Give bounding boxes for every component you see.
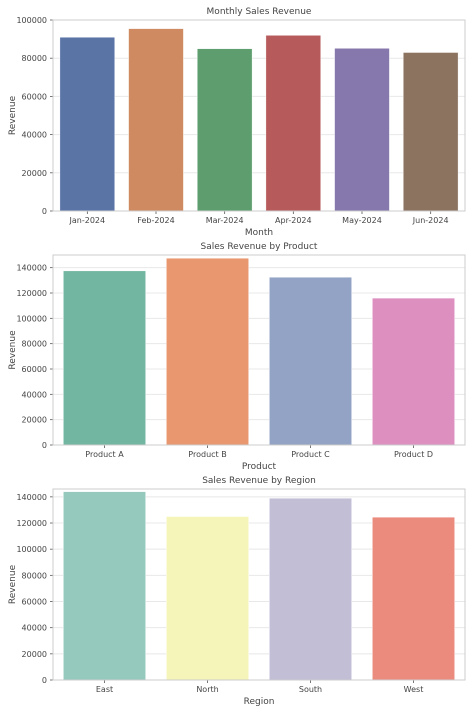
y-axis-label: Revenue <box>8 564 18 604</box>
x-tick-label: Apr-2024 <box>275 216 312 225</box>
y-tick-label: 20000 <box>22 650 47 659</box>
y-tick-label: 100000 <box>16 314 47 323</box>
x-axis-label: Month <box>245 228 273 238</box>
x-tick-label: West <box>404 685 424 694</box>
y-tick-label: 40000 <box>22 390 47 399</box>
bar <box>269 276 352 446</box>
y-tick-label: 40000 <box>22 624 47 633</box>
y-axis-label: Revenue <box>8 330 18 370</box>
plot-frame <box>52 254 466 446</box>
bar <box>59 36 116 212</box>
x-tick-label: May-2024 <box>342 216 382 225</box>
chart-title: Sales Revenue by Region <box>202 476 316 486</box>
bar <box>166 257 249 446</box>
y-tick-label: 40000 <box>22 131 47 140</box>
plot-frame <box>52 19 466 212</box>
x-tick-label: Product A <box>85 450 124 459</box>
y-tick-label: 120000 <box>16 289 47 298</box>
y-tick-label: 140000 <box>16 493 47 502</box>
chart-title: Sales Revenue by Product <box>201 242 318 252</box>
x-tick-label: Jun-2024 <box>412 216 449 225</box>
x-tick-label: East <box>96 685 113 694</box>
x-tick-label: Product C <box>291 450 330 459</box>
y-tick-label: 100000 <box>16 545 47 554</box>
y-tick-label: 80000 <box>22 571 47 580</box>
y-tick-label: 80000 <box>22 54 47 63</box>
y-tick-label: 0 <box>42 441 47 450</box>
bar <box>196 48 253 212</box>
bar <box>269 497 352 681</box>
x-tick-label: Mar-2024 <box>206 216 244 225</box>
x-tick-label: Product B <box>188 450 226 459</box>
bar <box>372 297 455 446</box>
y-tick-label: 20000 <box>22 416 47 425</box>
bar <box>63 491 146 681</box>
bar <box>334 48 390 212</box>
bar <box>265 35 322 212</box>
y-axis-label: Revenue <box>8 95 18 135</box>
x-axis-label: Product <box>242 462 277 472</box>
x-tick-label: South <box>299 685 322 694</box>
bar <box>402 52 459 212</box>
bar <box>372 516 455 681</box>
x-tick-label: Product D <box>394 450 433 459</box>
bar <box>63 270 146 446</box>
x-tick-label: Feb-2024 <box>137 216 174 225</box>
y-tick-label: 0 <box>42 676 47 685</box>
y-tick-label: 60000 <box>22 598 47 607</box>
y-tick-label: 120000 <box>16 519 47 528</box>
x-axis-label: Region <box>244 697 275 707</box>
bar <box>166 516 249 681</box>
y-tick-label: 100000 <box>16 16 47 25</box>
y-tick-label: 80000 <box>22 340 47 349</box>
chart-3: 0 20000 40000 60000 80000 100000 120000 140000 E… <box>8 476 466 707</box>
plot-frame <box>52 488 466 681</box>
x-tick-label: North <box>196 685 218 694</box>
chart-2: 0 20000 40000 60000 80000 100000 120000 140000 P… <box>8 242 466 472</box>
bar <box>128 28 184 212</box>
x-tick-label: Jan-2024 <box>69 216 106 225</box>
y-tick-label: 60000 <box>22 365 47 374</box>
y-tick-label: 60000 <box>22 92 47 101</box>
y-tick-label: 140000 <box>16 264 47 273</box>
chart-1: 0 20000 40000 60000 80000 100000 Jan-2024 Feb-2… <box>8 7 466 238</box>
chart-title: Monthly Sales Revenue <box>207 7 312 17</box>
y-tick-label: 20000 <box>22 169 47 178</box>
y-tick-label: 0 <box>42 207 47 216</box>
